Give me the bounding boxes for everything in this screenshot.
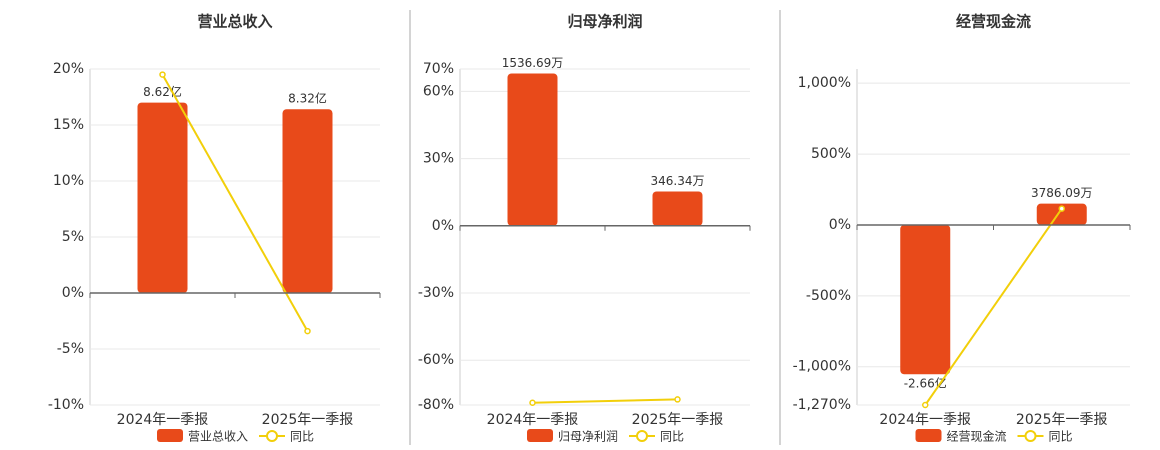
value-label: 1536.69万 — [502, 56, 564, 70]
value-label: 8.62亿 — [143, 84, 182, 99]
y-tick-label: 70% — [423, 61, 454, 77]
yoy-point — [674, 396, 681, 403]
y-tick-label: 30% — [423, 151, 454, 167]
x-tick-label: 2025年一季报 — [262, 412, 354, 428]
value-label: 3786.09万 — [1031, 186, 1093, 200]
y-tick-label: -60% — [418, 352, 454, 368]
yoy-point — [1058, 205, 1065, 212]
legend-label: 同比 — [1049, 430, 1073, 444]
value-label: 346.34万 — [651, 174, 705, 188]
legend-marker — [266, 430, 278, 442]
y-tick-label: -80% — [418, 397, 454, 413]
bar — [900, 224, 951, 375]
legend-label: 同比 — [660, 430, 684, 444]
y-tick-label: 0% — [829, 217, 851, 233]
legend-marker — [636, 430, 648, 442]
value-label: 8.32亿 — [288, 91, 327, 106]
chart-title: 经营现金流 — [956, 13, 1031, 31]
y-tick-label: -10% — [48, 397, 84, 413]
y-tick-label: 10% — [53, 173, 84, 189]
x-tick-label: 2024年一季报 — [117, 412, 209, 428]
value-label: -2.66亿 — [904, 376, 947, 391]
legend-label: 经营现金流 — [947, 429, 1007, 444]
bar — [652, 191, 703, 226]
y-tick-label: -5% — [57, 341, 84, 357]
bar — [282, 109, 333, 293]
legend-marker — [1024, 430, 1037, 442]
legend-label: 同比 — [290, 430, 314, 444]
x-tick-label: 2025年一季报 — [632, 412, 724, 428]
y-tick-label: -1,270% — [793, 397, 851, 413]
legend-swatch — [527, 429, 553, 442]
bar — [1036, 203, 1087, 225]
y-tick-label: 15% — [53, 117, 84, 133]
yoy-point — [159, 71, 166, 78]
legend-swatch — [157, 429, 183, 442]
yoy-line — [532, 398, 678, 404]
y-tick-label: 5% — [62, 229, 84, 245]
legend-label: 营业总收入 — [188, 430, 248, 444]
y-tick-label: 60% — [423, 83, 454, 99]
yoy-point — [529, 399, 536, 407]
yoy-line — [161, 74, 309, 332]
y-tick-label: 500% — [811, 146, 851, 162]
x-tick-label: 2024年一季报 — [879, 412, 971, 428]
chart-title: 归母净利润 — [567, 13, 642, 31]
y-tick-label: -30% — [418, 285, 454, 301]
y-tick-label: 1,000% — [798, 75, 851, 91]
x-tick-label: 2025年一季报 — [1016, 412, 1108, 428]
yoy-line — [924, 208, 1063, 406]
bar — [507, 73, 558, 226]
yoy-point — [304, 327, 311, 335]
bar — [137, 102, 188, 293]
y-tick-label: 0% — [62, 285, 84, 301]
y-tick-label: 20% — [53, 61, 84, 77]
legend-label: 归母净利润 — [558, 430, 618, 444]
chart-title: 营业总收入 — [197, 13, 272, 31]
y-tick-label: -500% — [806, 288, 851, 304]
y-tick-label: 0% — [432, 218, 454, 234]
x-tick-label: 2024年一季报 — [487, 412, 579, 428]
yoy-point — [922, 401, 929, 409]
y-tick-label: -1,000% — [793, 359, 851, 375]
legend-swatch — [915, 429, 942, 442]
